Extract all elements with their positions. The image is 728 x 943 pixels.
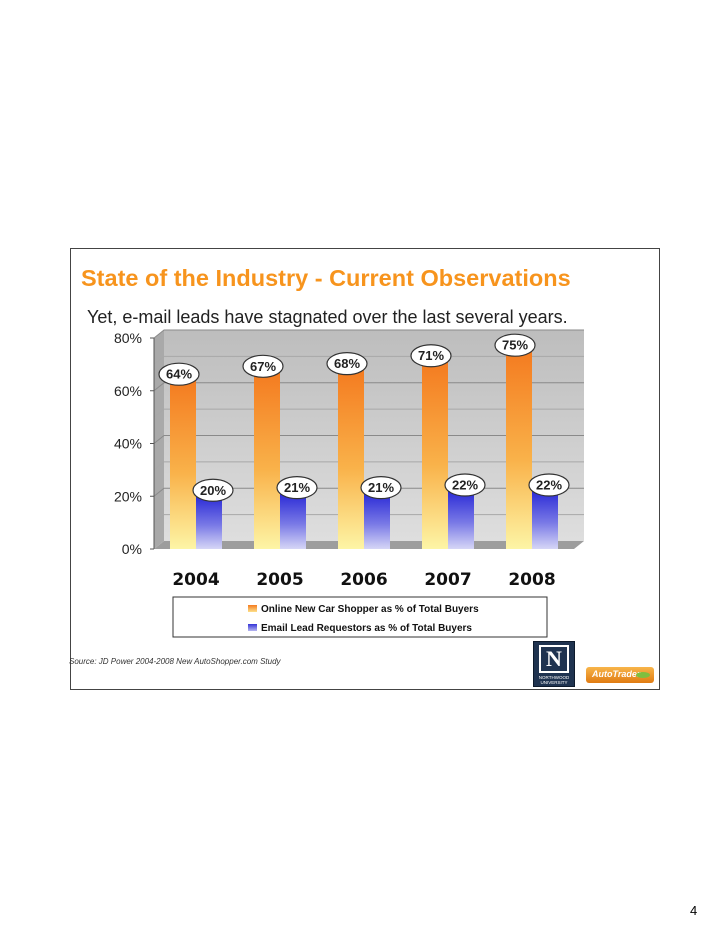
legend-label: Online New Car Shopper as % of Total Buy…: [261, 604, 479, 615]
data-label: 71%: [410, 344, 452, 368]
legend-box: [172, 596, 548, 638]
x-tick-label: 2005: [256, 570, 303, 590]
autotrader-swoosh-icon: [636, 672, 650, 678]
bar-online-shoppers: [254, 372, 280, 549]
bar-email-leads: [196, 496, 222, 549]
legend-swatch: [248, 624, 257, 631]
autotrader-logo: AutoTrader: [586, 667, 654, 683]
data-label-text: 22%: [452, 477, 478, 492]
data-label-text: 22%: [536, 477, 562, 492]
northwood-university-logo: N NORTHWOOD UNIVERSITY: [533, 641, 575, 687]
y-tick-label: 80%: [114, 330, 142, 346]
y-tick-label: 20%: [114, 488, 142, 504]
bar-online-shoppers: [422, 361, 448, 549]
data-label-text: 21%: [368, 480, 394, 495]
chart-legend: Online New Car Shopper as % of Total Buy…: [172, 596, 548, 638]
legend-label: Email Lead Requestors as % of Total Buye…: [261, 623, 472, 634]
data-label-text: 64%: [166, 367, 192, 382]
y-tick-label: 60%: [114, 383, 142, 399]
bar-chart: 0% 20% 40% 60% 80% 2004 2005 2006 2007 2008 64% 20…: [114, 329, 584, 638]
page-number: 4: [690, 903, 698, 918]
slide-title: State of the Industry - Current Observat…: [81, 265, 571, 291]
bar-email-leads: [364, 493, 390, 549]
x-tick-label: 2006: [340, 570, 387, 590]
data-label: 75%: [494, 333, 536, 357]
data-label: 21%: [360, 476, 402, 500]
data-label: 22%: [444, 473, 486, 497]
data-label: 68%: [326, 352, 368, 376]
northwood-n-mark: N: [539, 645, 569, 673]
data-label: 22%: [528, 473, 570, 497]
y-tick-label: 40%: [114, 436, 142, 452]
bar-online-shoppers: [506, 351, 532, 549]
x-tick-label: 2007: [424, 570, 471, 590]
data-label-text: 75%: [502, 338, 528, 353]
data-label: 20%: [192, 478, 234, 502]
y-tick-label: 0%: [122, 541, 142, 557]
bar-email-leads: [280, 493, 306, 549]
source-note: Source: JD Power 2004-2008 New AutoShopp…: [69, 657, 281, 666]
slide-frame: State of the Industry - Current Observat…: [69, 248, 660, 690]
data-label-text: 71%: [418, 348, 444, 363]
gridline: [153, 329, 584, 339]
data-label: 21%: [276, 476, 318, 500]
autotrader-wordmark: AutoTrader: [592, 669, 641, 679]
data-label-text: 67%: [250, 359, 276, 374]
x-tick-label: 2004: [172, 570, 219, 590]
slide-subtitle: Yet, e-mail leads have stagnated over th…: [87, 307, 568, 327]
legend-swatch: [248, 605, 257, 612]
data-label-text: 21%: [284, 480, 310, 495]
bar-email-leads: [448, 490, 474, 549]
bar-online-shoppers: [170, 380, 196, 549]
northwood-caption: NORTHWOOD UNIVERSITY: [538, 675, 570, 685]
data-label: 64%: [158, 362, 200, 386]
data-label-text: 20%: [200, 483, 226, 498]
bar-email-leads: [532, 490, 558, 549]
bar-online-shoppers: [338, 369, 364, 549]
data-label-text: 68%: [334, 356, 360, 371]
data-label: 67%: [242, 354, 284, 378]
x-tick-label: 2008: [508, 570, 555, 590]
